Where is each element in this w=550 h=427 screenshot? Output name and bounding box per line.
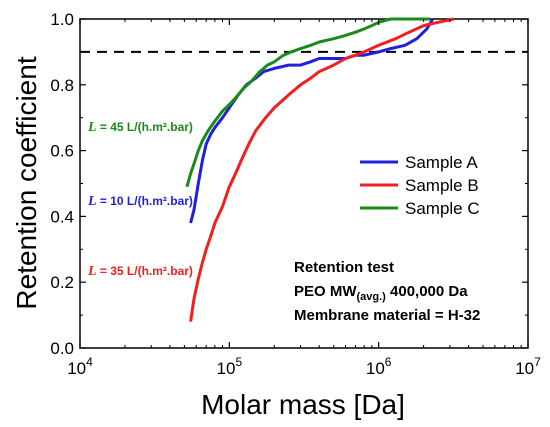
flux-value-sample-c: = 45 L/(h.m².bar): [97, 120, 193, 134]
flux-var-sample-c: L: [87, 120, 97, 135]
flux-annotation-sample-c: L = 45 L/(h.m².bar): [87, 120, 193, 135]
y-tick-label: 0.0: [50, 339, 74, 358]
note-membrane-material: Membrane material = H-32: [294, 307, 480, 324]
note-peo-mw-sub: (avg.): [357, 291, 387, 303]
flux-value-sample-a: = 10 L/(h.m².bar): [97, 194, 193, 208]
x-tick-label: 105: [217, 355, 243, 378]
flux-annotations: L = 45 L/(h.m².bar) L = 10 L/(h.m².bar) …: [87, 120, 193, 279]
note-retention-test: Retention test: [294, 259, 394, 276]
series-line-sample-b: [189, 17, 455, 322]
flux-var-sample-a: L: [87, 194, 97, 209]
y-axis-title: Retention coefficient: [11, 56, 42, 309]
x-tick-label: 106: [366, 355, 392, 378]
note-peo-mw-value: 400,000 Da: [386, 283, 468, 300]
test-notes: Retention test PEO MW(avg.) 400,000 Da M…: [294, 259, 480, 324]
series-line-sample-c: [185, 17, 430, 188]
flux-value-sample-b: = 35 L/(h.m².bar): [97, 264, 193, 278]
legend-label-sample-b: Sample B: [405, 176, 479, 195]
y-tick-label: 0.4: [50, 207, 74, 226]
flux-var-sample-b: L: [87, 264, 97, 279]
flux-annotation-sample-a: L = 10 L/(h.m².bar): [87, 194, 193, 209]
x-tick-label: 104: [67, 355, 93, 378]
tick-layer: 0.0 0.2 0.4 0.6 0.8 1.0 104 105 106 107: [50, 10, 541, 378]
y-tick-label: 0.6: [50, 142, 74, 161]
legend: Sample A Sample B Sample C: [360, 153, 480, 218]
note-peo-mw-main: PEO MW: [294, 283, 357, 300]
y-tick-label: 0.8: [50, 76, 74, 95]
flux-annotation-sample-b: L = 35 L/(h.m².bar): [87, 264, 193, 279]
legend-label-sample-c: Sample C: [405, 199, 480, 218]
y-tick-label: 1.0: [50, 10, 74, 29]
legend-label-sample-a: Sample A: [405, 153, 478, 172]
note-peo-mw: PEO MW(avg.) 400,000 Da: [294, 283, 468, 303]
series-line-sample-a: [189, 18, 434, 224]
x-tick-label: 107: [515, 355, 541, 378]
x-axis-title: Molar mass [Da]: [201, 389, 405, 420]
series-layer: [185, 17, 455, 322]
y-tick-label: 0.2: [50, 273, 74, 292]
